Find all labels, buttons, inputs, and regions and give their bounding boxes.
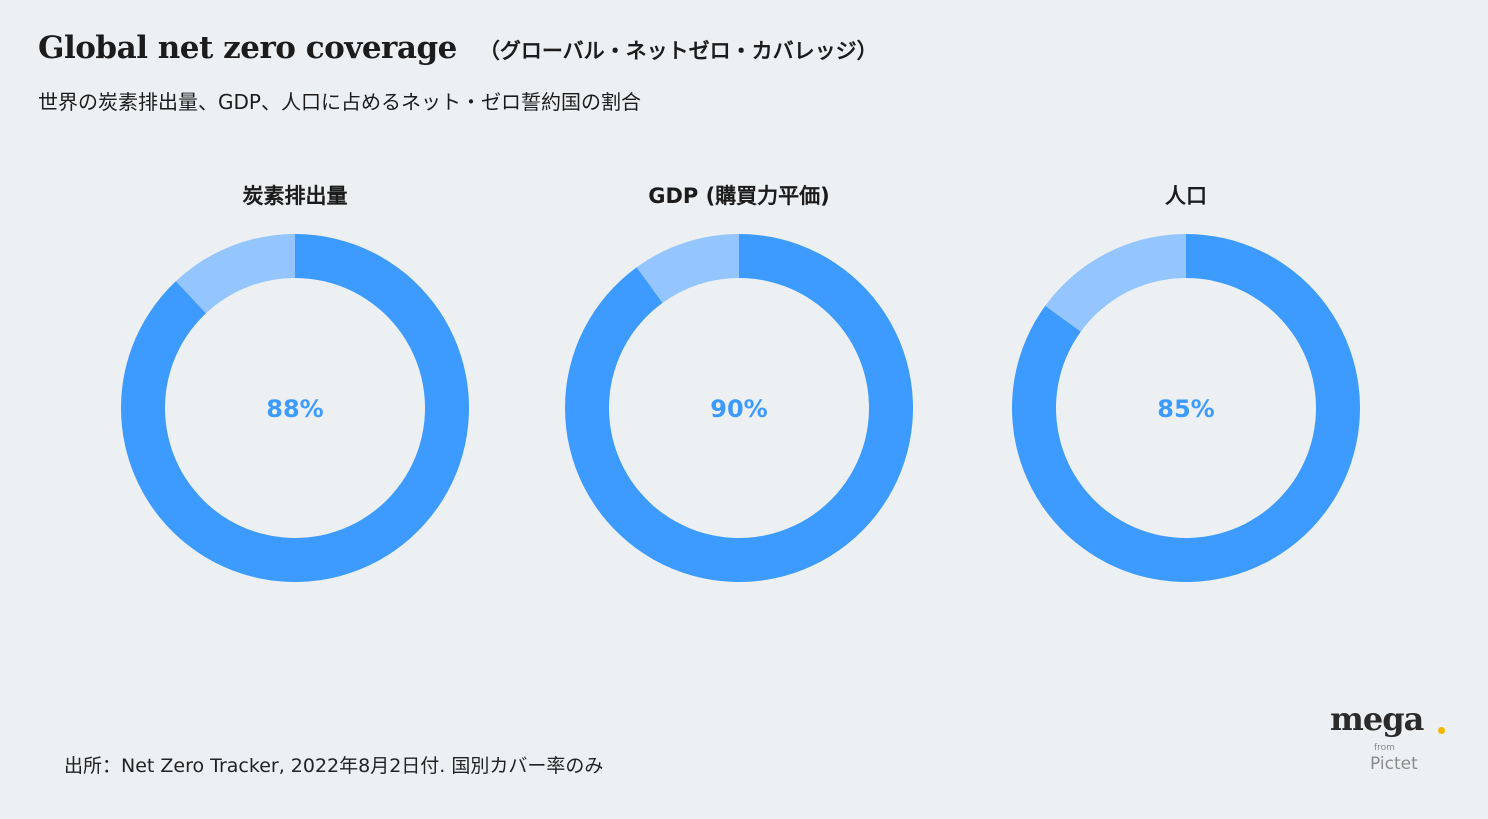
donut-chart-gdp: 90%	[565, 234, 913, 582]
chart-label: 人口	[1165, 184, 1207, 208]
logo-from: from	[1374, 743, 1395, 753]
chart-title: Global net zero coverage	[38, 30, 457, 66]
chart-title-japanese: （グローバル・ネットゼロ・カバレッジ）	[478, 39, 878, 63]
donut-center-label: 90%	[710, 395, 767, 423]
chart-subtitle: 世界の炭素排出量、GDP、人口に占めるネット・ゼロ誓約国の割合	[38, 90, 641, 114]
chart-panel-gdp: GDP (購買力平価) 90%	[559, 170, 919, 600]
logo-brand: Pictet	[1370, 754, 1418, 774]
chart-panel-emissions: 炭素排出量 88%	[115, 170, 475, 600]
source-note: 出所：Net Zero Tracker, 2022年8月2日付. 国別カバー率の…	[64, 755, 604, 777]
title-row: Global net zero coverage （グローバル・ネットゼロ・カバ…	[38, 30, 1458, 66]
donut-center-label: 88%	[266, 395, 323, 423]
charts-container: 炭素排出量 88% GDP (購買力平価) 90% 人口 85%	[0, 170, 1488, 600]
donut-slice-remainder	[1045, 234, 1186, 332]
chart-label: 炭素排出量	[242, 184, 348, 208]
logo-dot-icon	[1438, 727, 1445, 734]
donut-slice-remainder	[175, 234, 295, 314]
donut-chart-emissions: 88%	[120, 234, 469, 582]
chart-label: GDP (購買力平価)	[648, 184, 830, 208]
donut-slice-remainder	[636, 234, 739, 303]
chart-panel-population: 人口 85%	[1006, 170, 1366, 600]
logo-wordmark: mega	[1330, 700, 1424, 738]
header: Global net zero coverage （グローバル・ネットゼロ・カバ…	[38, 30, 1458, 115]
mega-logo: mega from Pictet	[1326, 700, 1456, 780]
donut-chart-population: 85%	[1012, 234, 1360, 582]
donut-center-label: 85%	[1157, 395, 1214, 423]
